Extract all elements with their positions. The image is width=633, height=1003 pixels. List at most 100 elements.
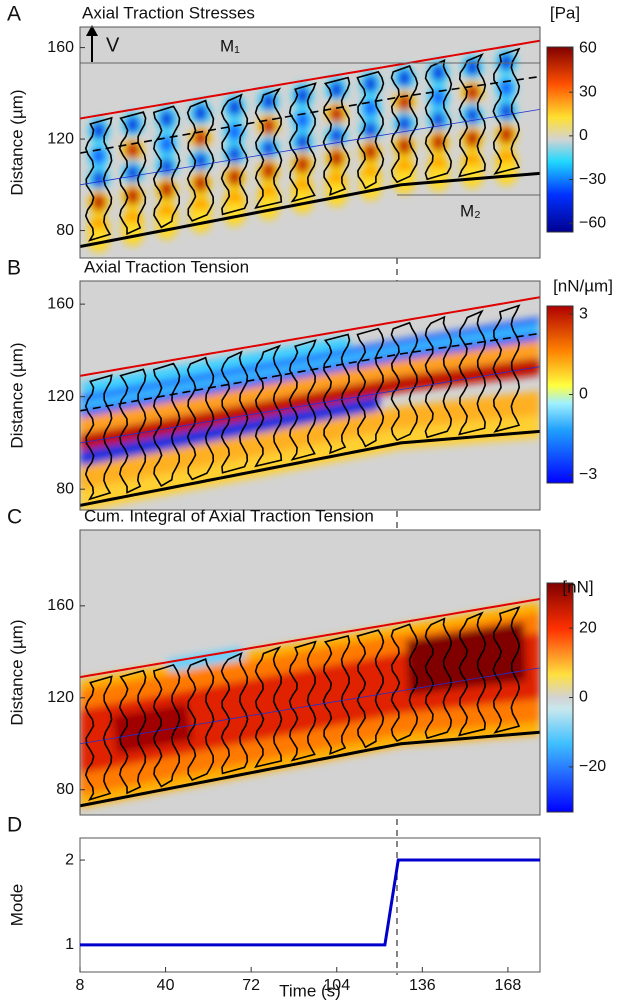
- cell-outline: [424, 59, 453, 181]
- upper-boundary: [80, 39, 540, 120]
- lower-boundary: [80, 429, 540, 507]
- heat-band: [80, 415, 540, 510]
- cell-outline: [424, 315, 453, 439]
- heat-spot: [159, 180, 174, 199]
- cell-outline: [356, 327, 385, 448]
- colorbar-tick-label: 0: [579, 127, 588, 144]
- x-axis-label: Time (s): [279, 981, 341, 1000]
- heat-spot: [363, 99, 378, 118]
- cell-outline: [84, 116, 113, 242]
- arrow-head: [86, 25, 98, 36]
- cell-outline: [356, 70, 385, 190]
- heat-spot: [431, 133, 446, 152]
- midline: [80, 366, 540, 444]
- midline: [80, 667, 540, 745]
- heat-spot: [397, 115, 412, 134]
- heat-spot: [295, 111, 310, 130]
- heat-spot: [159, 109, 174, 128]
- colorbar: [546, 46, 574, 233]
- y-tick-label: 120: [47, 388, 74, 405]
- y-axis-label: Distance (µm): [7, 89, 26, 195]
- cell-outline: [186, 356, 215, 481]
- colorbar-tick-label: −60: [579, 214, 606, 231]
- cell-outline: [322, 333, 351, 455]
- y-axis-label: Mode: [7, 884, 26, 927]
- cell-outline: [254, 87, 283, 209]
- cell-outline: [390, 623, 419, 743]
- upper-boundary: [80, 597, 540, 679]
- heat-spot: [159, 135, 174, 154]
- colorbar-tick-label: 0: [579, 386, 588, 403]
- cell-outline: [458, 309, 487, 436]
- cell-outline: [288, 339, 317, 461]
- heatmap: [80, 27, 540, 258]
- heat-spot: [397, 69, 412, 88]
- cell-outline: [458, 53, 487, 178]
- x-tick-label: 40: [157, 977, 175, 994]
- cell-outline: [186, 658, 215, 781]
- cell-outline: [220, 651, 249, 775]
- y-tick-label: 160: [47, 39, 74, 56]
- cell-outline: [254, 645, 283, 769]
- x-tick-label: 104: [323, 977, 350, 994]
- cell-outline: [186, 99, 215, 222]
- upper-boundary: [80, 296, 540, 377]
- colorbar: [546, 582, 574, 813]
- colorbar-tick-label: 60: [579, 40, 597, 57]
- heat-spot: [499, 52, 514, 71]
- x-tick-label: 72: [242, 977, 260, 994]
- plot-frame: [79, 529, 541, 816]
- velocity-label: V: [106, 34, 120, 56]
- cell-outline: [152, 362, 181, 488]
- y-tick-label: 80: [56, 480, 74, 497]
- heat-spot: [431, 63, 446, 82]
- heat-spot: [329, 80, 344, 99]
- x-tick-label: 168: [495, 977, 522, 994]
- midline: [80, 108, 540, 186]
- heat-spot: [227, 123, 242, 142]
- cell-outline: [152, 663, 181, 788]
- colorbar-tick-label: 30: [579, 83, 597, 100]
- heat-spot: [363, 121, 378, 140]
- cell-outline: [492, 605, 521, 734]
- y-axis-label: Distance (µm): [7, 619, 26, 725]
- cell-outline: [288, 82, 317, 203]
- cell-outline: [84, 675, 113, 801]
- cell-outline: [118, 368, 147, 494]
- y-axis-label: Distance (µm): [7, 342, 26, 448]
- heat-spot: [499, 125, 514, 144]
- heat-spot: [465, 129, 480, 148]
- panel-letter: B: [7, 257, 21, 280]
- y-tick-label: 80: [56, 781, 74, 798]
- heat-spot: [91, 147, 106, 166]
- cell-outline: [254, 344, 283, 468]
- y-tick-label: 160: [47, 295, 74, 312]
- y-tick-label: 1: [65, 936, 74, 953]
- heat-spot: [125, 186, 140, 205]
- x-tick-label: 8: [76, 977, 85, 994]
- chart-title: Axial Traction Tension: [84, 257, 249, 276]
- heat-band: [80, 395, 380, 467]
- cell-outline: [152, 105, 181, 229]
- panel-letter: A: [7, 3, 21, 26]
- cell-outline: [356, 629, 385, 749]
- y-tick-label: 80: [56, 222, 74, 239]
- heat-spot: [193, 129, 208, 148]
- colorbar-tick-label: 20: [579, 619, 597, 636]
- heat-spot: [91, 170, 106, 189]
- y-tick-label: 160: [47, 597, 74, 614]
- y-tick-label: 120: [47, 130, 74, 147]
- heat-spot: [363, 74, 378, 93]
- x-tick-label: 136: [409, 977, 436, 994]
- cell-outline: [492, 304, 521, 433]
- heat-spot: [329, 149, 344, 168]
- cell-outline: [492, 47, 521, 175]
- heat-spot: [125, 115, 140, 134]
- cell-outline: [118, 111, 147, 236]
- heat-spot: [329, 105, 344, 124]
- colorbar-tick-label: −20: [579, 758, 606, 775]
- plot-frame: [79, 26, 541, 259]
- heat-spot: [465, 83, 480, 102]
- y-tick-label: 2: [65, 851, 74, 868]
